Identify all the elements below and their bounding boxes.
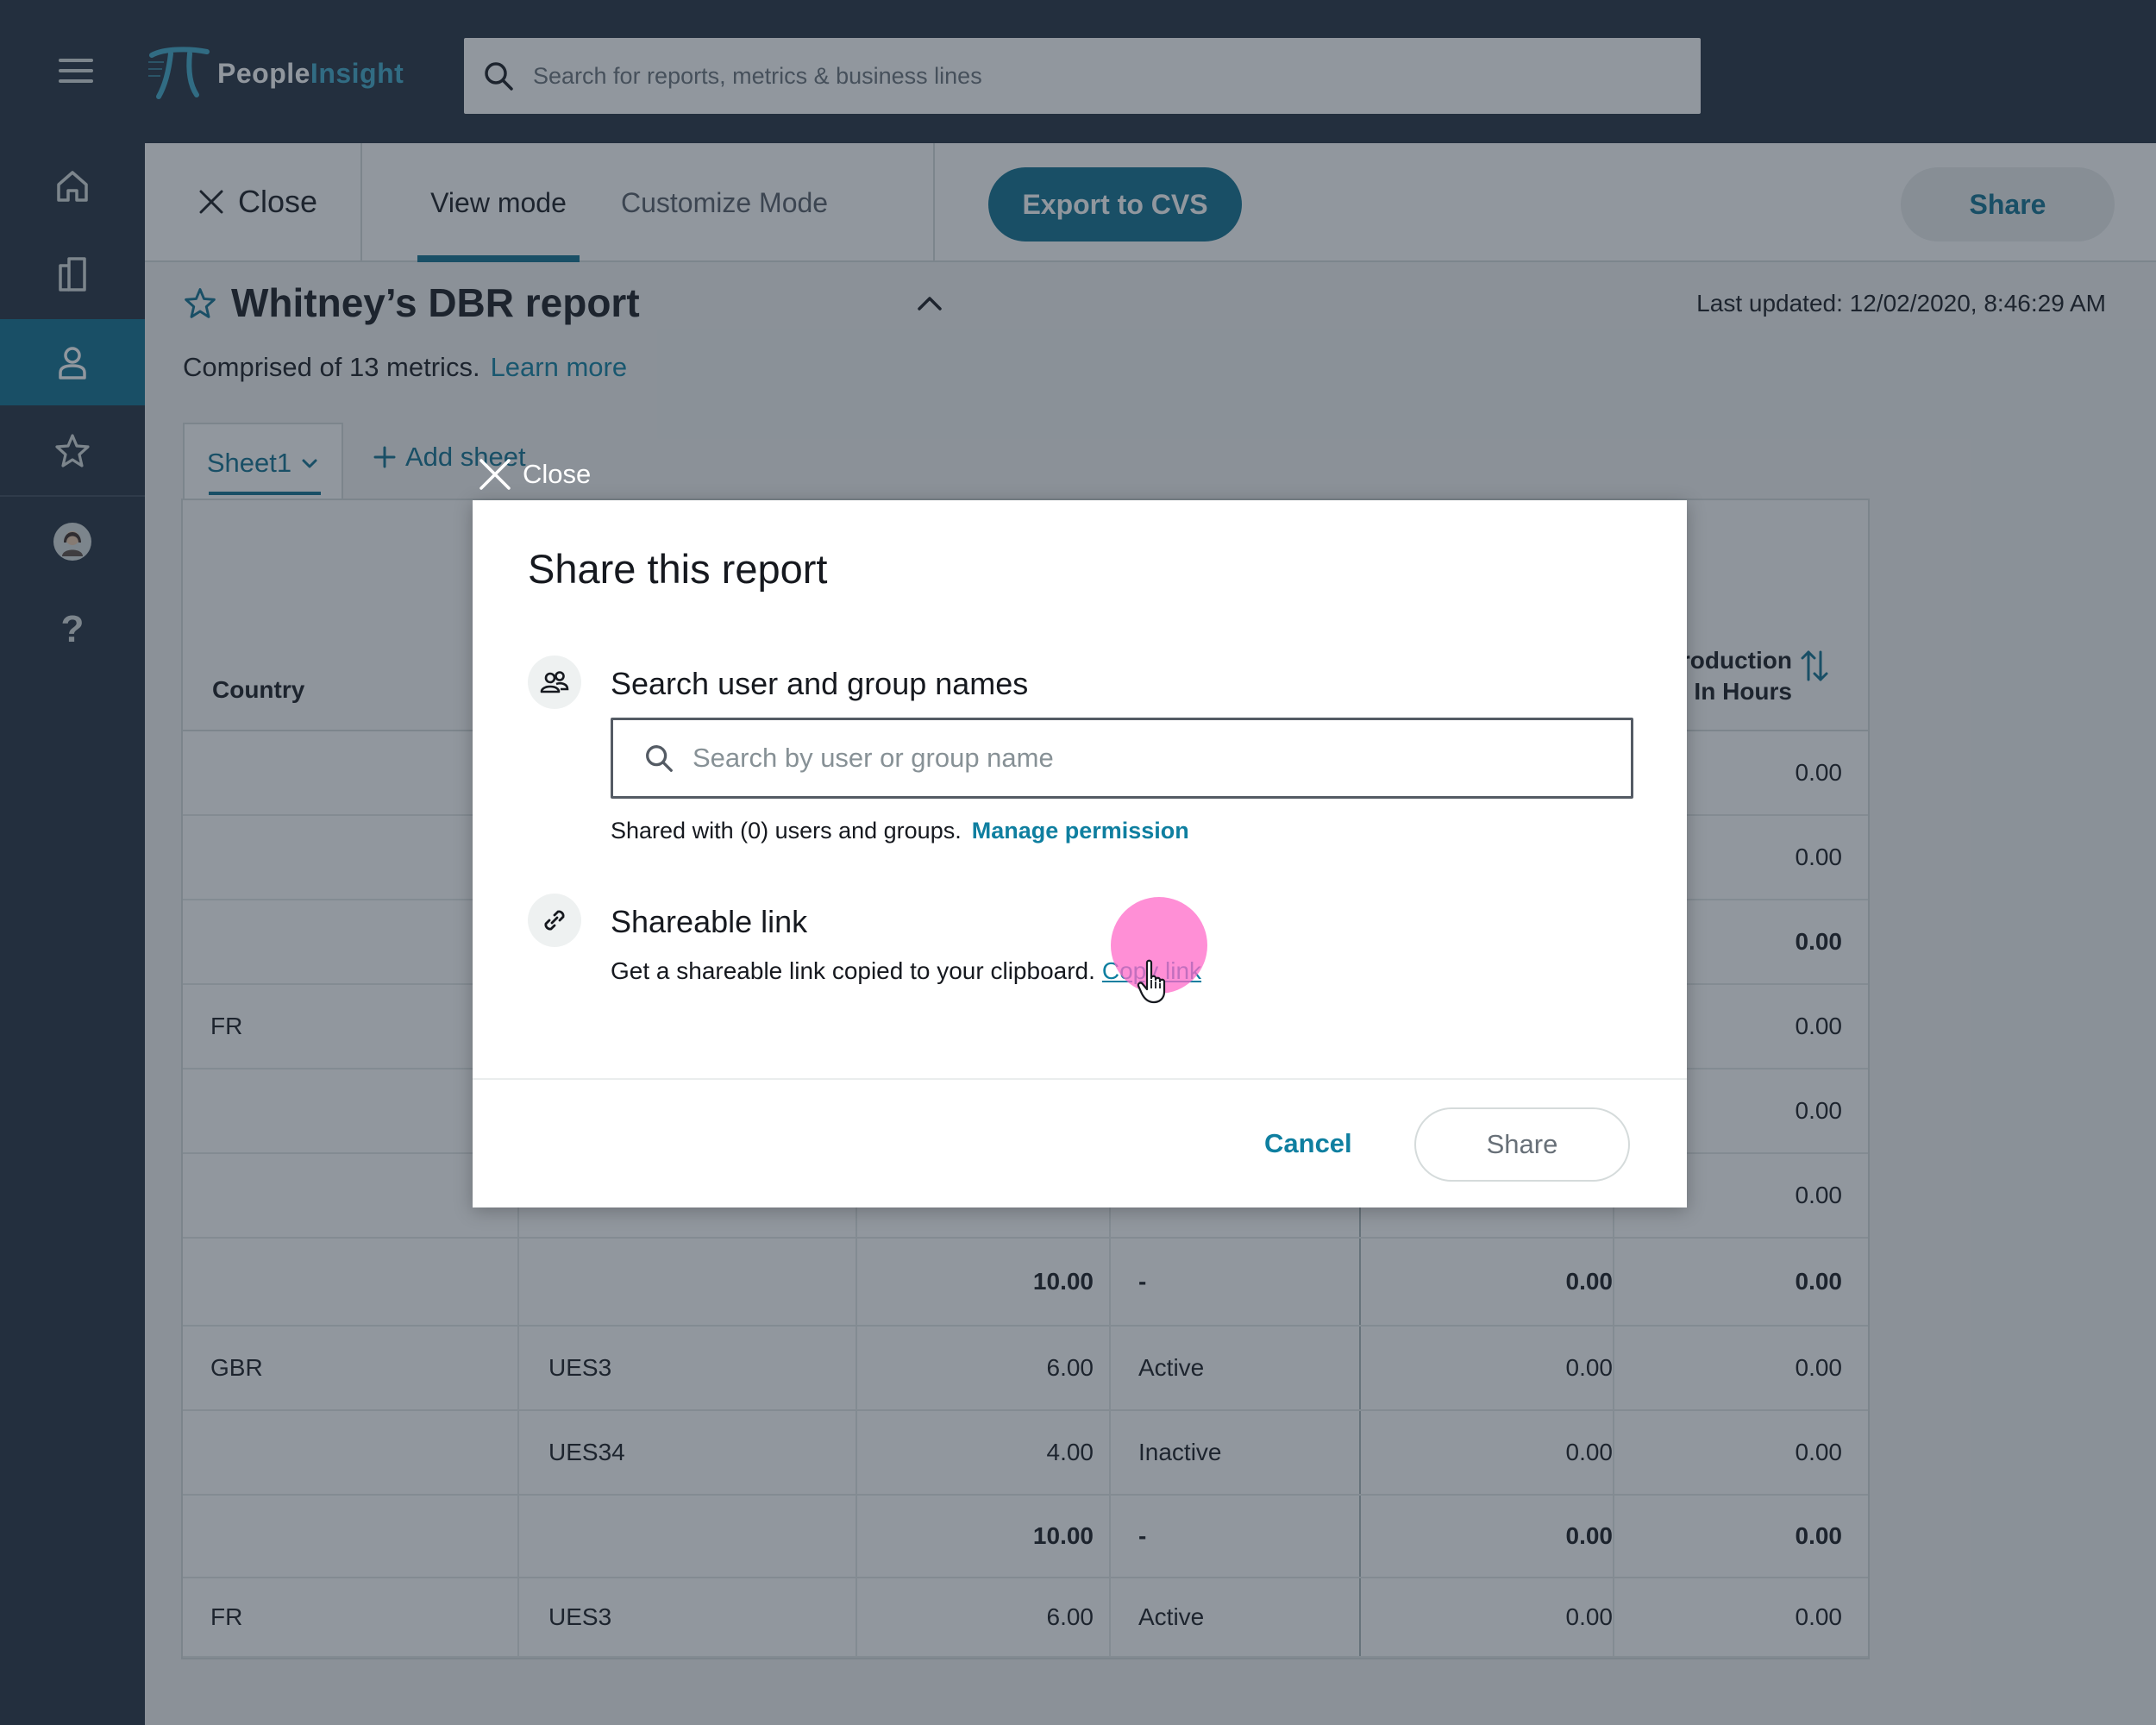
shareable-link-text: Get a shareable link copied to your clip… — [611, 957, 1095, 984]
modal-close-label: Close — [523, 459, 592, 489]
dialog-title: Share this report — [528, 546, 828, 592]
dialog-footer: Cancel Share — [473, 1078, 1687, 1208]
search-icon — [642, 742, 675, 775]
share-button[interactable]: Share — [1414, 1107, 1630, 1182]
shareable-link-heading: Shareable link — [611, 904, 808, 939]
shared-with-line: Shared with (0) users and groups. Manage… — [611, 818, 1189, 844]
shared-with-text: Shared with (0) users and groups. — [611, 818, 962, 844]
user-search-field[interactable] — [611, 718, 1633, 799]
shareable-link-line: Get a shareable link copied to your clip… — [611, 957, 1201, 985]
copy-link-button[interactable]: Copy link — [1101, 957, 1202, 984]
users-group-icon — [528, 656, 581, 709]
link-icon — [528, 894, 581, 947]
user-search-input[interactable] — [693, 743, 1598, 774]
close-icon — [476, 455, 514, 493]
cancel-button[interactable]: Cancel — [1264, 1128, 1352, 1158]
manage-permission-link[interactable]: Manage permission — [971, 818, 1189, 844]
search-users-heading: Search user and group names — [611, 666, 1029, 701]
modal-close-button[interactable]: Close — [476, 455, 591, 493]
share-report-dialog: Share this report Search user and group … — [473, 500, 1687, 1208]
